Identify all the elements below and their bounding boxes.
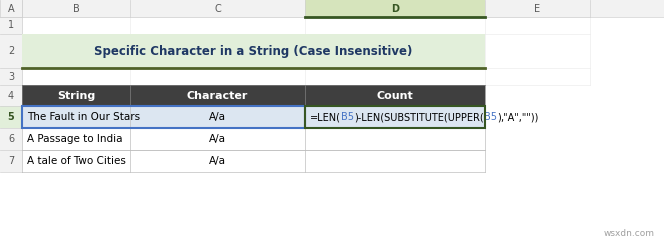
Bar [130,106,305,128]
Bar [22,85,130,106]
Text: String: String [57,90,95,101]
Bar [0,0,664,17]
Bar [0,128,22,150]
Text: Character: Character [187,90,248,101]
Text: The Fault in Our Stars: The Fault in Our Stars [27,112,140,122]
Bar [305,85,485,106]
Bar [130,85,305,106]
Bar [0,0,22,17]
Bar [22,150,130,172]
Text: A Passage to India: A Passage to India [27,134,122,144]
Bar [305,106,485,128]
Bar [305,150,485,172]
Text: A/a: A/a [209,112,226,122]
Bar [0,150,22,172]
Text: B5: B5 [484,112,497,122]
Text: C: C [214,3,221,14]
Text: A: A [8,3,15,14]
Text: 1: 1 [8,20,14,31]
Bar [305,0,485,17]
Text: 2: 2 [8,46,14,56]
Bar [130,150,305,172]
Bar [22,128,130,150]
Text: =LEN(: =LEN( [310,112,341,122]
Text: )-LEN(SUBSTITUTE(UPPER(: )-LEN(SUBSTITUTE(UPPER( [354,112,484,122]
Text: Specific Character in a String (Case Insensitive): Specific Character in a String (Case Ins… [94,44,413,58]
Text: 4: 4 [8,90,14,101]
Bar [0,85,22,106]
Bar [305,128,485,150]
Text: ): ) [497,112,501,122]
Bar [22,106,130,128]
Text: E: E [535,3,540,14]
Text: D: D [391,3,399,14]
Bar [22,34,485,68]
Bar [0,106,22,128]
Text: 3: 3 [8,71,14,81]
Bar [22,106,305,128]
Text: wsxdn.com: wsxdn.com [604,229,655,238]
Text: A tale of Two Cities: A tale of Two Cities [27,156,126,166]
Bar [0,17,22,34]
Bar [22,17,590,172]
Bar [305,106,485,128]
Text: A/a: A/a [209,134,226,144]
Text: B5: B5 [341,112,354,122]
Text: 7: 7 [8,156,14,166]
Bar [130,128,305,150]
Text: B: B [72,3,80,14]
Bar [0,34,22,68]
Text: 5: 5 [7,112,15,122]
Text: ,"A","")): ,"A","")) [501,112,539,122]
Text: Count: Count [376,90,414,101]
Bar [0,68,22,85]
Text: 6: 6 [8,134,14,144]
Text: A/a: A/a [209,156,226,166]
